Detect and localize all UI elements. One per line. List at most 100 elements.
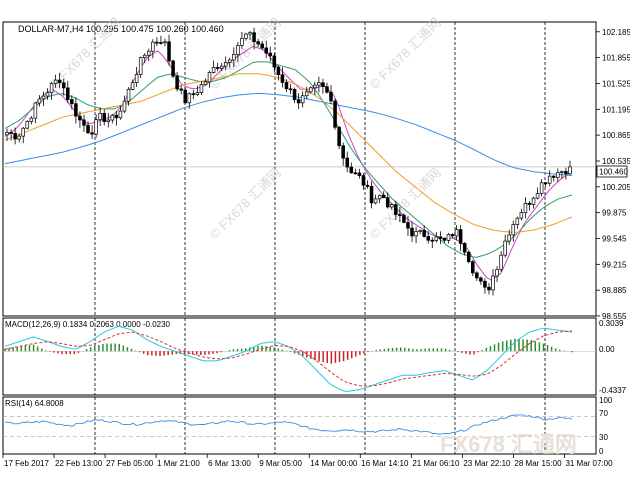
rsi-panel-frame bbox=[2, 396, 597, 455]
price-tick-label: 99.215 bbox=[602, 260, 627, 269]
candle-body bbox=[385, 197, 390, 208]
rsi-panel: RSI(14) 64.8008 100 70 30 0 FX678 汇通网 bbox=[2, 396, 613, 457]
candle-body bbox=[556, 172, 560, 178]
candle-body bbox=[394, 204, 398, 215]
candle-body bbox=[29, 117, 34, 122]
candle-body bbox=[187, 93, 192, 104]
price-tick-label: 98.885 bbox=[602, 286, 627, 295]
candle-body bbox=[309, 87, 313, 93]
candles bbox=[5, 27, 572, 296]
candle-body bbox=[568, 166, 572, 175]
candle-body bbox=[122, 100, 127, 112]
candle-body bbox=[406, 222, 410, 229]
time-tick-label: 28 Mar 15:00 bbox=[514, 459, 562, 468]
time-tick-label: 9 Mar 05:00 bbox=[259, 459, 302, 468]
macd-lines bbox=[4, 325, 573, 392]
candle-body bbox=[106, 119, 111, 122]
candle-body bbox=[110, 114, 115, 121]
candle-body bbox=[304, 91, 309, 97]
candle-body bbox=[167, 41, 171, 62]
candle-body bbox=[82, 119, 86, 126]
candle-body bbox=[564, 171, 568, 175]
candle-body bbox=[248, 32, 252, 35]
candle-body bbox=[191, 93, 196, 96]
candle-body bbox=[280, 74, 285, 83]
candle-body bbox=[118, 110, 123, 119]
bid-label: 100.460 bbox=[596, 165, 628, 178]
rsi-tick-70: 70 bbox=[599, 409, 608, 418]
candle-body bbox=[155, 41, 159, 44]
price-header: DOLLAR-M7,H4 100.295 100.475 100.260 100… bbox=[18, 24, 224, 34]
candle-body bbox=[134, 74, 139, 83]
candle-body bbox=[377, 194, 382, 200]
ma-line-ma_long bbox=[4, 92, 573, 176]
candle-body bbox=[228, 59, 232, 63]
candle-body bbox=[260, 43, 264, 49]
candle-body bbox=[414, 231, 418, 237]
macd-panel-frame bbox=[2, 317, 597, 396]
time-axis: 17 Feb 2017 22 Feb 13:00 27 Feb 05:00 1 Mar… bbox=[2, 454, 613, 468]
moving-averages bbox=[4, 45, 573, 281]
candle-body bbox=[78, 115, 82, 121]
candle-body bbox=[410, 227, 414, 237]
rsi-tick-100: 100 bbox=[599, 396, 613, 405]
candle-body bbox=[361, 175, 366, 186]
candle-body bbox=[495, 269, 499, 277]
candle-body bbox=[475, 272, 479, 279]
macd-grid bbox=[3, 318, 596, 395]
time-tick-label: 27 Feb 05:00 bbox=[106, 459, 154, 468]
candle-body bbox=[163, 41, 167, 44]
candle-body bbox=[454, 229, 459, 237]
candle-body bbox=[66, 87, 70, 100]
candle-body bbox=[70, 99, 74, 105]
candle-body bbox=[321, 82, 325, 87]
candle-body bbox=[483, 280, 487, 288]
candle-body bbox=[21, 127, 25, 137]
bid-label-text: 100.460 bbox=[599, 168, 628, 177]
candle-body bbox=[138, 57, 143, 75]
candle-body bbox=[434, 236, 439, 241]
candle-body bbox=[531, 197, 536, 205]
candle-body bbox=[175, 75, 179, 90]
candle-body bbox=[9, 132, 13, 134]
candle-body bbox=[317, 82, 321, 86]
price-panel-frame bbox=[2, 21, 597, 317]
candle-body bbox=[438, 236, 443, 239]
candle-body bbox=[543, 182, 548, 185]
time-tick-label: 14 Mar 00:00 bbox=[310, 459, 358, 468]
candle-body bbox=[458, 229, 463, 244]
time-tick-label: 23 Mar 22:10 bbox=[463, 459, 511, 468]
candle-body bbox=[560, 171, 564, 173]
time-tick-label: 31 Mar 07:00 bbox=[565, 459, 613, 468]
rsi-line bbox=[4, 414, 573, 435]
candle-body bbox=[499, 254, 503, 270]
candle-body bbox=[244, 33, 248, 39]
candle-body bbox=[369, 186, 374, 204]
rsi-grid bbox=[3, 397, 596, 454]
candle-body bbox=[49, 83, 54, 94]
price-tick-label: 100.205 bbox=[602, 183, 630, 192]
candle-body bbox=[539, 182, 544, 194]
candle-body bbox=[236, 45, 240, 55]
candle-body bbox=[329, 91, 333, 102]
candle-body bbox=[535, 193, 540, 199]
candle-body bbox=[515, 217, 520, 225]
candle-body bbox=[341, 145, 345, 159]
candle-body bbox=[207, 72, 212, 83]
candle-body bbox=[142, 54, 147, 59]
time-tick-label: 22 Feb 13:00 bbox=[55, 459, 103, 468]
candle-body bbox=[390, 204, 394, 208]
candle-body bbox=[523, 202, 528, 213]
candle-body bbox=[211, 66, 216, 73]
candle-body bbox=[284, 82, 289, 90]
candle-body bbox=[159, 42, 163, 44]
candle-body bbox=[45, 92, 50, 97]
candle-body bbox=[5, 132, 9, 136]
candle-body bbox=[98, 112, 102, 121]
candle-body bbox=[219, 65, 224, 69]
candle-body bbox=[268, 52, 273, 57]
macd-tick-bottom: -0.4337 bbox=[599, 386, 627, 395]
candle-body bbox=[147, 50, 151, 56]
candle-body bbox=[353, 172, 358, 175]
